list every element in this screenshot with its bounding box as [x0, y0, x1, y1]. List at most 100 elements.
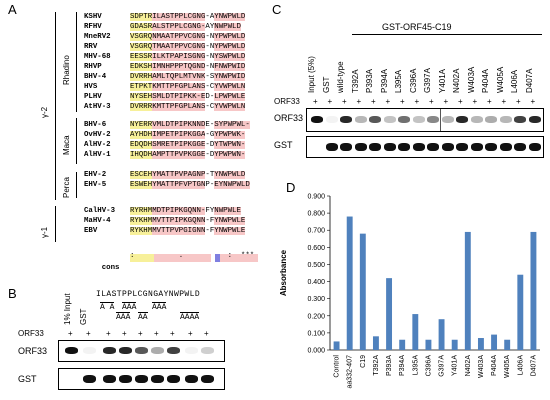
perca-bracket [76, 172, 77, 198]
sequence-segment: -N [205, 43, 215, 51]
panel-c: C GST-ORF45-C19 Input (5%) GST wild-type T3… [272, 0, 550, 170]
x-tick-label: C396A [425, 355, 432, 377]
species-name: OvHV-2 [84, 131, 111, 139]
y-tick-label: 0.300 [307, 296, 325, 303]
orf33-plus-sign: + [501, 97, 507, 106]
sequence-segment: MDTPIPKGQNN- [152, 207, 206, 215]
orf33-blot [58, 340, 225, 362]
panel-letter-b: B [8, 286, 17, 301]
sequence-segment: EYNWPWLD [214, 181, 250, 189]
orf33-blot-label: ORF33 [274, 113, 304, 123]
lane-label: W403A [466, 66, 476, 93]
orf33-band [412, 116, 425, 123]
alignment-row: BHV-6 NYERRVMLDTPIPKNNDE-SYPWPWL- [84, 120, 250, 131]
sequence-segment: ILASTPPLCGNG [152, 13, 206, 21]
orf33-band [369, 116, 381, 123]
sequence-segment: -S [205, 73, 215, 81]
sequence-segment: VMLDTPIPKNND [152, 121, 206, 129]
sequence-segment: YNWPWLD [214, 13, 246, 21]
orf33-band [528, 116, 541, 123]
x-tick-label: N402A [465, 355, 472, 377]
bar [530, 231, 537, 350]
sequence-segment: -D [205, 141, 215, 149]
bar [477, 338, 484, 350]
panel-a: A γ-2 Rhadino Maca Perca γ-1 KSHV SDPTRIL… [0, 0, 265, 272]
y-tick-label: 0.900 [307, 194, 325, 201]
orf33-plus-sign: + [400, 97, 405, 106]
sequence-segment: GDASR [130, 23, 153, 31]
lane-label: GST [321, 76, 331, 93]
panel-letter-a: A [8, 2, 17, 17]
orf33-plus-sign: + [170, 329, 175, 338]
orf33-plus-sign: + [327, 97, 333, 106]
sequence-segment: VSGRQ [130, 33, 153, 41]
orf33-plus-sign: + [138, 329, 143, 338]
sequence-segment: -C [205, 83, 215, 91]
y-tick-label: 0.600 [307, 245, 325, 252]
alignment-row: CalHV-3 RYRHMMDTPIPKGQNN-FYNWPWLE [84, 206, 241, 217]
orf33-plus-sign: + [458, 97, 463, 106]
sequence-segment: -N [205, 33, 215, 41]
orf33-band [65, 347, 78, 354]
sequence-segment: EESSR [130, 53, 153, 61]
sequence-segment: YTWPWN- [214, 141, 246, 149]
sequence-segment: VSGRQ [130, 43, 153, 51]
sequence-segment: ESWEH [130, 181, 153, 189]
gst-blot [58, 368, 225, 390]
sequence-segment: IMPETPIPKGGA [152, 131, 206, 139]
lane-label: L395A [394, 69, 403, 93]
orf33-band [427, 116, 439, 123]
consensus-row: cons [84, 252, 148, 272]
species-name: RRV [84, 43, 98, 51]
panel-letter-c: C [272, 2, 282, 17]
species-name: MneRV2 [84, 33, 111, 41]
gst-band [383, 143, 396, 151]
sequence-segment: YPWPWK- [214, 131, 246, 139]
x-tick-label: T392A [373, 355, 380, 376]
gst-band [441, 143, 454, 151]
bar [438, 319, 445, 350]
gst-blot-label: GST [18, 374, 37, 384]
alignment-row: MHV-68 EESSRILKTPAPISGNG-NYSWPWLD [84, 52, 246, 63]
perca-label: Perca [62, 177, 71, 198]
lane-label: Y401A [437, 68, 447, 93]
x-tick-label: P394A [399, 355, 406, 376]
sequence-segment: IHQDH [130, 151, 153, 159]
y-tick-label: 0.400 [307, 279, 325, 286]
gst-band [456, 143, 468, 151]
orf33-band [441, 116, 454, 123]
gst-band [201, 375, 214, 383]
bar [386, 278, 393, 350]
alignment-row: RRV VSGRQTMAATPPVCGNG-NYPWPWLD [84, 42, 246, 53]
orf33-band [167, 347, 180, 354]
sequence-segment: -A [205, 13, 215, 21]
gst-band [167, 375, 180, 383]
bar [346, 216, 353, 350]
sequence-segment: MVTTPVPGIGNN [152, 227, 206, 235]
species-name: AtHV-3 [84, 103, 111, 111]
sequence-segment: SYPWPWL- [214, 121, 250, 129]
gst-band [185, 375, 198, 383]
lane-label: N402A [452, 68, 461, 93]
rhadino-bracket [76, 12, 77, 112]
sequence-segment: NMAATPPVCGNG [152, 33, 206, 41]
sequence-segment: -N [205, 63, 215, 71]
panel-letter-d: D [286, 180, 296, 195]
sequence-segment: -D [205, 151, 215, 159]
orf33-plus-sign: + [68, 329, 73, 338]
panel-d: D 0.000 0.100 0.200 0.300 0.400 0.500 0.600 0.7… [272, 172, 550, 400]
sequence-segment: NYSEH [130, 93, 153, 101]
sequence-segment: D- [205, 93, 215, 101]
species-name: AlHV-2 [84, 141, 111, 149]
species-name: RFHV [84, 23, 102, 31]
consensus-bar [130, 254, 258, 262]
orf33-band [119, 347, 132, 354]
species-name: BHV-6 [84, 121, 107, 129]
x-tick-label: L395A [412, 355, 419, 376]
sequence-segment: ESCEH [130, 171, 153, 179]
orf33-band [485, 116, 497, 123]
sequence-segment: SDPTR [130, 13, 153, 21]
gst-band [340, 143, 352, 151]
x-tick-label: aa332-407 [347, 355, 354, 389]
orf33-plus-sign: + [106, 329, 111, 338]
